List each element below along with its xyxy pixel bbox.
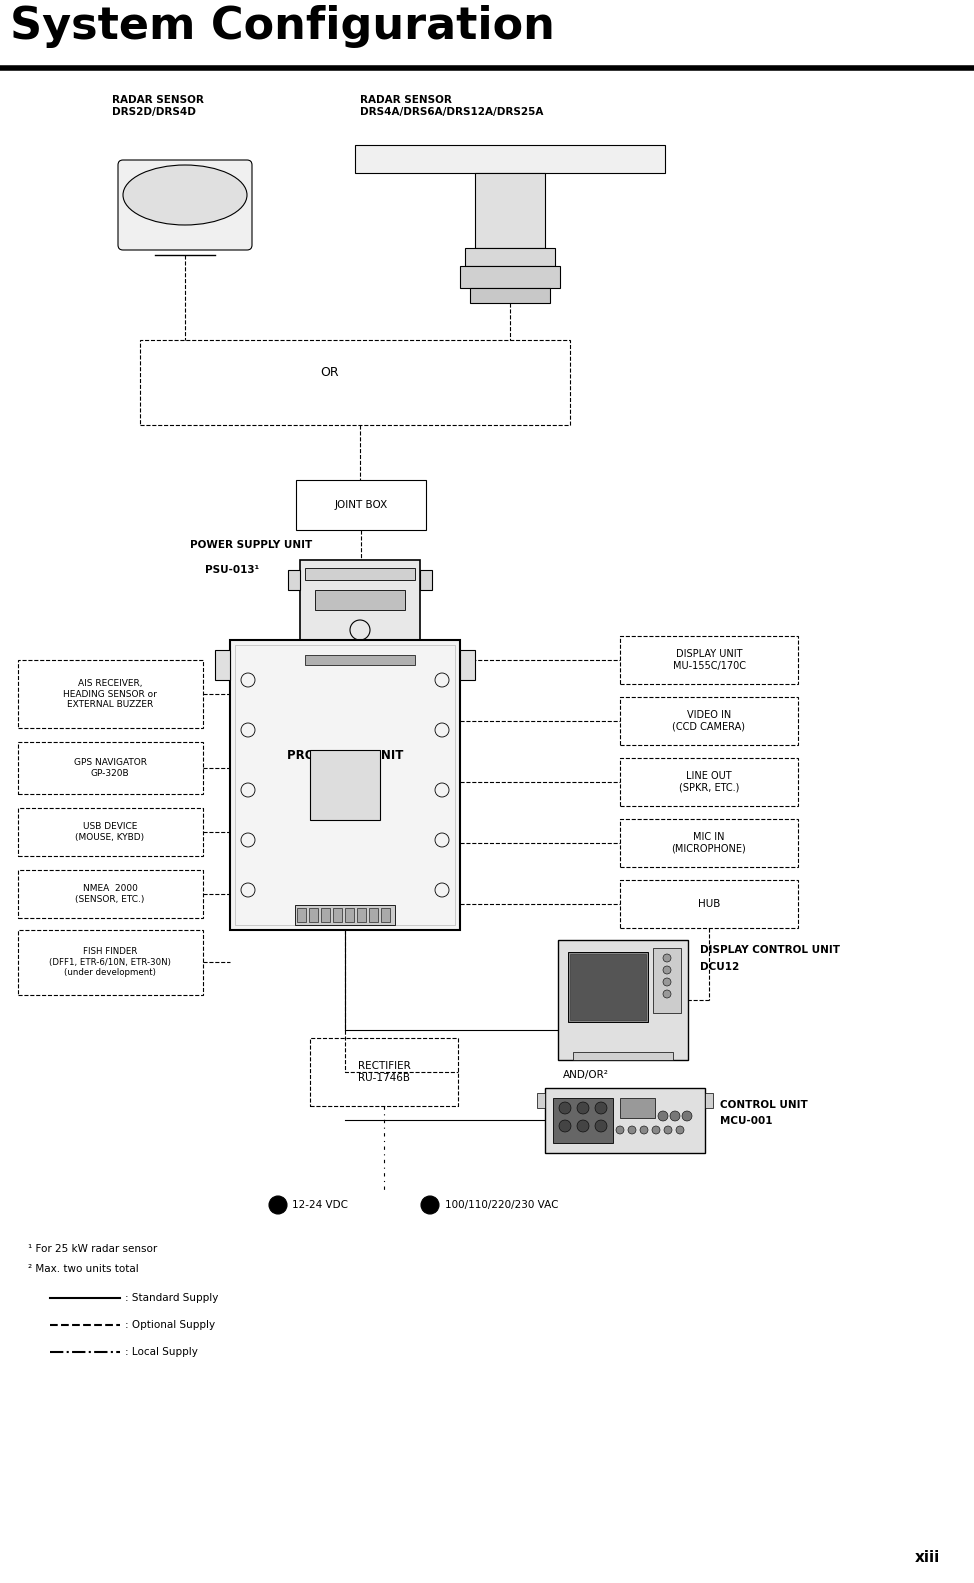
Text: POWER SUPPLY UNIT: POWER SUPPLY UNIT [190,540,313,549]
Text: AIS RECEIVER,
HEADING SENSOR or
EXTERNAL BUZZER: AIS RECEIVER, HEADING SENSOR or EXTERNAL… [63,679,157,709]
Text: PSU-013¹: PSU-013¹ [205,565,259,575]
Circle shape [640,1126,648,1133]
FancyBboxPatch shape [460,266,560,288]
FancyBboxPatch shape [118,160,252,250]
FancyBboxPatch shape [553,1099,613,1143]
Ellipse shape [123,165,247,225]
Text: System Configuration: System Configuration [10,5,555,47]
Circle shape [670,1111,680,1121]
FancyBboxPatch shape [460,651,475,681]
Text: DCU12: DCU12 [700,962,739,972]
Circle shape [577,1102,589,1114]
FancyBboxPatch shape [545,1088,705,1152]
Circle shape [616,1126,624,1133]
Text: MPU-001: MPU-001 [316,768,375,782]
FancyBboxPatch shape [653,948,681,1013]
FancyBboxPatch shape [295,905,395,924]
Text: ¹ For 25 kW radar sensor: ¹ For 25 kW radar sensor [28,1244,157,1254]
Text: OR: OR [320,366,339,378]
FancyBboxPatch shape [305,568,415,579]
FancyBboxPatch shape [300,560,420,670]
FancyBboxPatch shape [288,570,300,590]
Circle shape [658,1111,668,1121]
FancyBboxPatch shape [315,590,405,609]
Circle shape [663,966,671,974]
FancyBboxPatch shape [355,146,665,173]
Text: DISPLAY UNIT
MU-155C/170C: DISPLAY UNIT MU-155C/170C [672,649,745,671]
FancyBboxPatch shape [705,1092,713,1108]
FancyBboxPatch shape [573,1053,673,1061]
Circle shape [595,1121,607,1132]
FancyBboxPatch shape [470,288,550,302]
FancyBboxPatch shape [620,1099,655,1118]
Circle shape [664,1126,672,1133]
Circle shape [421,1197,439,1214]
Text: GPS NAVIGATOR
GP-320B: GPS NAVIGATOR GP-320B [73,758,146,777]
FancyBboxPatch shape [475,173,545,249]
FancyBboxPatch shape [537,1092,545,1108]
Circle shape [663,978,671,986]
Text: HUB: HUB [697,899,720,909]
FancyBboxPatch shape [381,909,390,921]
Text: AND/OR²: AND/OR² [563,1070,609,1080]
FancyBboxPatch shape [558,940,688,1061]
Text: RADAR SENSOR
DRS4A/DRS6A/DRS12A/DRS25A: RADAR SENSOR DRS4A/DRS6A/DRS12A/DRS25A [360,95,543,117]
Text: RADAR SENSOR
DRS2D/DRS4D: RADAR SENSOR DRS2D/DRS4D [112,95,204,117]
FancyBboxPatch shape [305,655,415,665]
Text: ² Max. two units total: ² Max. two units total [28,1263,138,1274]
Text: NMEA  2000
(SENSOR, ETC.): NMEA 2000 (SENSOR, ETC.) [75,885,145,904]
Circle shape [595,1102,607,1114]
Text: USB DEVICE
(MOUSE, KYBD): USB DEVICE (MOUSE, KYBD) [75,822,144,842]
Text: JOINT BOX: JOINT BOX [334,500,388,510]
FancyBboxPatch shape [568,951,648,1023]
Circle shape [577,1121,589,1132]
Text: : Local Supply: : Local Supply [125,1347,198,1357]
Text: : Standard Supply: : Standard Supply [125,1293,218,1303]
FancyBboxPatch shape [369,909,378,921]
Circle shape [559,1102,571,1114]
FancyBboxPatch shape [215,651,230,681]
Circle shape [628,1126,636,1133]
Circle shape [682,1111,692,1121]
FancyBboxPatch shape [357,909,366,921]
Circle shape [663,955,671,962]
FancyBboxPatch shape [333,909,342,921]
Text: xiii: xiii [915,1550,940,1566]
FancyBboxPatch shape [420,570,432,590]
Text: 12-24 VDC: 12-24 VDC [292,1200,348,1209]
Text: 100/110/220/230 VAC: 100/110/220/230 VAC [445,1200,558,1209]
Circle shape [559,1121,571,1132]
Text: MIC IN
(MICROPHONE): MIC IN (MICROPHONE) [672,833,746,853]
Text: MCU-001: MCU-001 [720,1116,772,1126]
Text: VIDEO IN
(CCD CAMERA): VIDEO IN (CCD CAMERA) [672,711,745,731]
Text: : Optional Supply: : Optional Supply [125,1320,215,1330]
Circle shape [663,989,671,997]
FancyBboxPatch shape [345,909,354,921]
FancyBboxPatch shape [321,909,330,921]
Circle shape [269,1197,287,1214]
FancyBboxPatch shape [310,750,380,820]
Text: CONTROL UNIT: CONTROL UNIT [720,1100,807,1110]
Text: FISH FINDER
(DFF1, ETR-6/10N, ETR-30N)
(under development): FISH FINDER (DFF1, ETR-6/10N, ETR-30N) (… [49,947,171,977]
Text: RECTIFIER
RU-1746B: RECTIFIER RU-1746B [357,1061,410,1083]
FancyBboxPatch shape [297,909,306,921]
Text: DISPLAY CONTROL UNIT: DISPLAY CONTROL UNIT [700,945,840,955]
Text: PROCESSOR UNIT: PROCESSOR UNIT [286,749,403,761]
FancyBboxPatch shape [570,955,646,1019]
Circle shape [652,1126,660,1133]
FancyBboxPatch shape [465,249,555,266]
FancyBboxPatch shape [230,640,460,929]
Circle shape [676,1126,684,1133]
Text: LINE OUT
(SPKR, ETC.): LINE OUT (SPKR, ETC.) [679,771,739,793]
FancyBboxPatch shape [309,909,318,921]
